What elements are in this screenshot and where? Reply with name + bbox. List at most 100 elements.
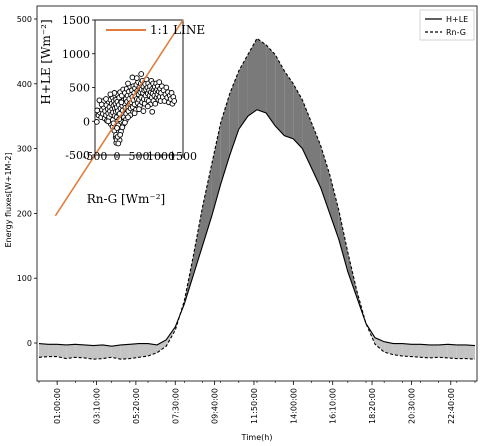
inset-y-tick-label: 1000: [62, 48, 90, 61]
x-tick-label: 18:20:00: [368, 388, 377, 424]
inset-y-tick-label: 1500: [62, 14, 90, 27]
inset-point: [131, 110, 138, 117]
x-tick-label: 11:50:00: [250, 388, 259, 424]
flux-band-segment: [129, 343, 139, 359]
flux-band-segment: [148, 343, 158, 356]
flux-band-segment: [311, 122, 321, 188]
inset-point: [94, 107, 101, 114]
y-tick-label: 500: [17, 15, 32, 24]
series-line-rn-g: [38, 37, 476, 360]
flux-band-segment: [375, 337, 385, 353]
flux-band-segment: [402, 343, 412, 357]
y-tick-label: 200: [17, 209, 32, 218]
flux-band-segment: [302, 100, 312, 169]
flux-band-segment: [293, 83, 303, 149]
inset-point: [125, 114, 131, 121]
inset-y-tick-label: -500: [65, 149, 90, 162]
flux-band-segment: [57, 344, 67, 359]
flux-band-segment: [193, 206, 203, 275]
flux-band-segment: [284, 70, 294, 139]
inset-x-tick-label: 1500: [169, 150, 197, 163]
inset-point: [140, 108, 147, 114]
flux-band-segment: [329, 174, 339, 240]
x-tick-label: 16:10:00: [329, 388, 338, 424]
y-tick-label: 100: [17, 274, 32, 283]
inset-point: [105, 118, 112, 125]
main-plot-layer: [38, 37, 476, 360]
inset-y-axis-label: H+LE [Wm⁻²]: [39, 19, 53, 104]
flux-band-segment: [93, 344, 103, 360]
inset-point: [122, 119, 128, 126]
inset-point: [138, 71, 145, 77]
legend-label-h-le: H+LE: [446, 15, 468, 24]
flux-band-segment: [438, 344, 448, 358]
flux-band-segment: [429, 344, 439, 358]
flux-band-segment: [66, 344, 76, 359]
flux-band-segment: [411, 344, 421, 358]
x-tick-label: 14:00:00: [289, 388, 298, 424]
legend-label-rn-g: Rn-G: [446, 28, 466, 37]
inset-point: [115, 140, 122, 147]
flux-band-segment: [120, 344, 130, 360]
inset-point: [156, 79, 163, 85]
flux-band-segment: [420, 344, 430, 358]
inset-point: [103, 96, 109, 102]
inset-y-tick-label: 0: [83, 115, 90, 128]
inset-point: [118, 99, 125, 106]
flux-band-segment: [202, 164, 212, 246]
inset-x-tick-label: 1000: [147, 150, 175, 163]
inset-point: [133, 75, 140, 81]
inset-point: [152, 100, 159, 107]
flux-band-segment: [447, 344, 457, 359]
inset-point: [114, 125, 120, 131]
x-tick-label: 05:20:00: [132, 388, 141, 424]
inset-point: [125, 80, 131, 87]
flux-band-segment: [266, 44, 276, 126]
flux-band-segment: [238, 54, 248, 130]
inset-x-tick-label: 0: [114, 150, 121, 163]
legend-box: [419, 9, 475, 41]
y-tick-label: 0: [27, 339, 32, 348]
inset-x-tick-label: 500: [129, 150, 150, 163]
flux-band-segment: [247, 38, 257, 117]
x-tick-label: 03:10:00: [93, 388, 102, 424]
flux-band-segment: [211, 122, 221, 217]
flux-band-segment: [111, 344, 121, 360]
inset-point: [119, 124, 126, 131]
x-tick-label: 20:30:00: [407, 388, 416, 424]
series-line-h-le: [38, 109, 476, 347]
legend: H+LE Rn-G: [419, 9, 475, 41]
y-tick-label: 400: [17, 80, 32, 89]
y-ticks: 0 100 200 300 400 500: [17, 15, 37, 348]
flux-band-segment: [75, 344, 85, 358]
inset-x-tick-label: -500: [83, 150, 108, 163]
inset-point: [171, 98, 178, 104]
inset-point: [93, 119, 100, 125]
flux-band-segment: [39, 343, 49, 358]
y-tick-label: 300: [17, 145, 32, 154]
flux-band-segment: [456, 344, 466, 359]
inset-point: [117, 131, 123, 138]
inset-x-axis-label: Rn-G [Wm⁻²]: [87, 192, 165, 206]
inset-point: [96, 97, 103, 104]
x-ticks: 01:00:00 03:10:00 05:20:00 07:30:00 09:40:00…: [38, 381, 476, 424]
flux-band-segment: [465, 344, 475, 360]
x-tick-label: 09:40:00: [211, 388, 220, 424]
inset-point: [144, 103, 151, 110]
flux-band-segment: [338, 210, 348, 272]
inset-one-to-one-line: [54, 19, 184, 217]
flux-band-segment: [393, 343, 403, 356]
flux-band-segment: [275, 54, 285, 136]
flux-band-segment: [48, 344, 58, 357]
flux-band-segment: [102, 344, 112, 359]
flux-band-segment: [157, 339, 167, 353]
flux-band-segment: [84, 344, 94, 360]
y-axis-label: Energy fluxes[W+1M-2]: [4, 152, 13, 247]
inset-point: [149, 108, 156, 115]
inset-legend-label: 1:1 LINE: [150, 23, 205, 37]
flux-band-segment: [320, 145, 330, 214]
flux-band-segment: [138, 343, 148, 358]
